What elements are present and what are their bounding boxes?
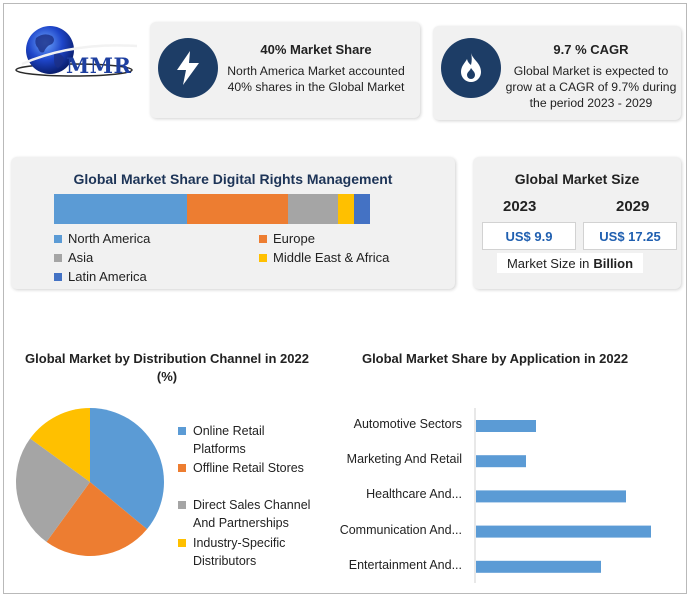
market-share-card: 40% Market Share North America Market ac…: [150, 22, 420, 118]
cagr-title: 9.7 % CAGR: [553, 42, 629, 57]
pie-slice-online-retail-platforms: [90, 408, 164, 530]
legend-label: Europe: [273, 231, 315, 246]
distribution-channel-pie: [15, 408, 164, 556]
market-size-note-unit: Billion: [593, 255, 634, 271]
market-share-title: 40% Market Share: [260, 42, 372, 57]
distribution-channel-title: Global Market by Distribution Channel in…: [18, 350, 316, 386]
logo-text: MMR: [66, 53, 132, 78]
legend-swatch: [259, 253, 267, 262]
legend-swatch: [178, 501, 186, 509]
mmr-logo: MMR: [14, 24, 144, 84]
application-label-communication-and: Communication And...: [339, 522, 462, 537]
application-title: Global Market Share by Application in 20…: [361, 351, 629, 366]
legend-label: Asia: [68, 250, 94, 265]
legend-label: Industry-Specific Distributors: [193, 536, 286, 568]
application-bar-chart: [474, 408, 651, 583]
globe-icon: [15, 26, 138, 77]
legend-label: Offline Retail Stores: [193, 461, 304, 475]
legend-swatch: [178, 464, 186, 472]
cagr-card: 9.7 % CAGR Global Market is expected to …: [433, 26, 681, 120]
legend-swatch: [178, 427, 186, 435]
pie-legend-industry-specific-distributors: Industry-Specific Distributors: [178, 534, 285, 570]
year-end: 2029: [616, 198, 650, 215]
pie-slice-offline-retail-stores: [46, 482, 148, 556]
distribution-channel-title-line-1: Global Market by Distribution Channel in…: [25, 351, 309, 366]
application-label-healthcare-and: Healthcare And...: [366, 487, 462, 502]
legend-latin-america: Latin America: [54, 269, 147, 284]
pie-slice-industry-specific-distributors: [30, 408, 90, 482]
legend-label: Middle East & Africa: [273, 250, 390, 265]
application-bar-communication-and: [476, 525, 651, 538]
infographic-frame: [3, 3, 687, 594]
share-segment-asia: [287, 194, 339, 224]
legend-asia: Asia: [54, 250, 93, 265]
application-bar-marketing-and-retail: [476, 455, 526, 468]
legend-middle-east-africa: Middle East & Africa: [259, 250, 389, 265]
stacked-share-bar: [54, 194, 370, 224]
share-segment-europe: [186, 194, 288, 224]
pie-legend-offline-retail-stores: Offline Retail Stores: [178, 459, 304, 477]
distribution-channel-title-line-2: (%): [156, 369, 178, 384]
market-share-chart-title: Global Market Share Digital Rights Manag…: [73, 171, 393, 187]
pie-slice-direct-sales-channel-and-partnerships: [15, 438, 90, 542]
legend-swatch: [178, 539, 186, 547]
pie-legend-online-retail-platforms: Online Retail Platforms: [178, 422, 265, 458]
legend-label: Direct Sales Channel And Partnerships: [193, 498, 311, 530]
share-segment-latin-america: [354, 194, 370, 224]
application-bar-healthcare-and: [476, 490, 626, 503]
legend-swatch: [54, 253, 62, 262]
legend-europe: Europe: [259, 231, 315, 246]
legend-swatch: [54, 272, 62, 281]
application-label-entertainment-and: Entertainment And...: [348, 557, 462, 572]
cagr-text: Global Market is expected to grow at a C…: [505, 64, 677, 110]
market-size-note: Market Size in Billion: [497, 253, 643, 273]
legend-swatch: [259, 234, 267, 243]
flame-icon: [441, 38, 501, 98]
share-segment-middle-east-africa: [338, 194, 355, 224]
lightning-bolt-icon: [158, 38, 218, 98]
market-share-chart-card: Global Market Share Digital Rights Manag…: [11, 157, 455, 289]
legend-label: North America: [68, 231, 151, 246]
legend-label: Latin America: [68, 269, 147, 284]
market-share-text: North America Market accounted 40% share…: [227, 64, 405, 94]
application-label-marketing-and-retail: Marketing And Retail: [346, 452, 462, 467]
market-size-card: Global Market Size 2023 2029 US$ 9.9 US$…: [473, 157, 681, 289]
year-start: 2023: [503, 198, 537, 215]
application-label-automotive-sectors: Automotive Sectors: [353, 417, 462, 431]
market-size-value-start: US$ 9.9: [482, 222, 576, 250]
pie-legend-direct-sales-channel-and-partnerships: Direct Sales Channel And Partnerships: [178, 496, 310, 532]
legend-label: Online Retail Platforms: [193, 424, 265, 456]
application-bar-automotive-sectors: [476, 420, 536, 432]
market-size-value-end: US$ 17.25: [583, 222, 677, 250]
legend-north-america: North America: [54, 231, 150, 246]
legend-swatch: [54, 234, 62, 243]
market-size-title: Global Market Size: [514, 171, 640, 187]
market-size-note-prefix: Market Size in: [506, 255, 590, 271]
application-bar-entertainment-and: [476, 560, 601, 573]
share-segment-north-america: [54, 194, 187, 224]
